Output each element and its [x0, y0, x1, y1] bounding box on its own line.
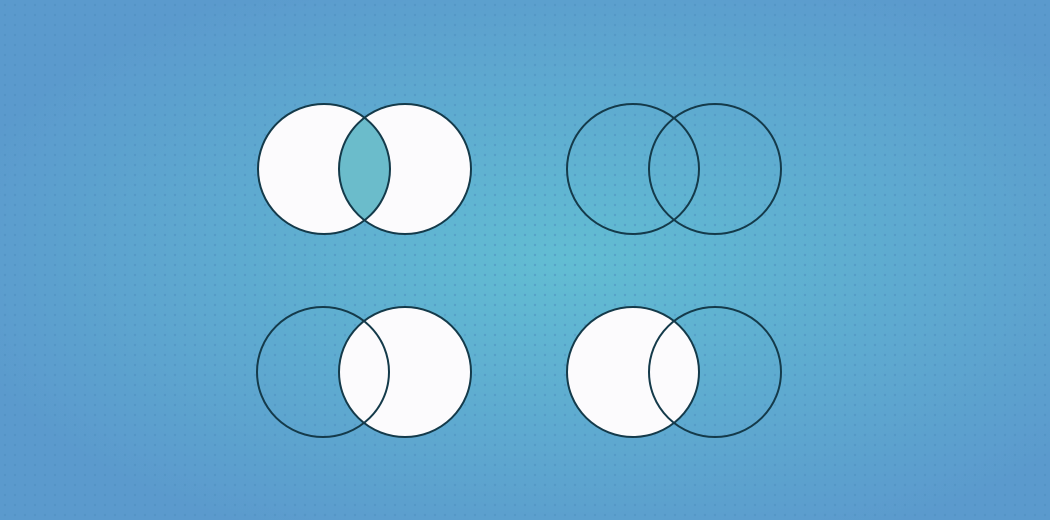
left-circle-outline — [566, 306, 700, 438]
left-circle-outline — [256, 306, 390, 438]
venn-left-set — [566, 306, 782, 438]
venn-empty — [566, 103, 782, 235]
left-circle-outline — [566, 103, 700, 235]
right-circle-fill — [339, 307, 471, 437]
left-circle-fill — [567, 307, 699, 437]
venn-right-set — [256, 306, 472, 438]
intersection-region — [339, 104, 390, 234]
left-circle-outline — [257, 103, 391, 235]
right-circle-outline — [338, 103, 472, 235]
right-circle-outline — [648, 306, 782, 438]
right-circle-outline — [648, 103, 782, 235]
right-circle-outline — [338, 306, 472, 438]
venn-intersection — [257, 103, 472, 235]
